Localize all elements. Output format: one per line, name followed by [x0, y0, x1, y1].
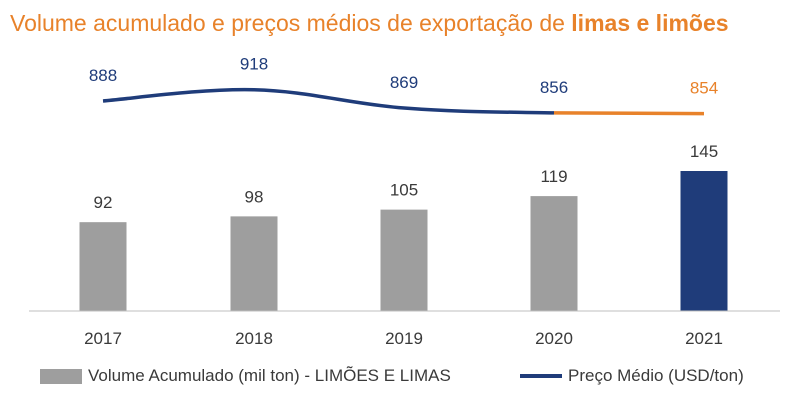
- price-label-2021: 854: [690, 79, 718, 98]
- price-line: [102, 87, 555, 115]
- legend-line: Preço Médio (USD/ton): [520, 366, 744, 386]
- bars-layer: 92 98 105 119 145: [79, 142, 728, 311]
- bar-2018: [230, 216, 278, 311]
- legend-bar-swatch: [40, 368, 82, 384]
- bar-label-2017: 92: [94, 193, 113, 212]
- chart-title: Volume acumulado e preços médios de expo…: [10, 10, 729, 37]
- price-label-2019: 869: [390, 73, 418, 92]
- legend-line-swatch: [520, 374, 562, 378]
- x-tick-2021: 2021: [685, 329, 723, 348]
- legend-line-label: Preço Médio (USD/ton): [568, 366, 744, 385]
- bar-label-2021: 145: [690, 142, 718, 161]
- x-tick-2017: 2017: [84, 329, 122, 348]
- x-tick-2020: 2020: [535, 329, 573, 348]
- legend-bar: Volume Acumulado (mil ton) - LIMÕES E LI…: [40, 366, 451, 386]
- bar-2017: [79, 222, 127, 311]
- bar-label-2019: 105: [390, 181, 418, 200]
- legend-bar-label: Volume Acumulado (mil ton) - LIMÕES E LI…: [88, 366, 451, 385]
- x-tick-2018: 2018: [235, 329, 273, 348]
- price-label-2018: 918: [240, 55, 268, 74]
- ticks-layer: 2017 2018 2019 2020 2021: [84, 329, 723, 348]
- title-bold: limas e limões: [571, 10, 729, 36]
- bar-label-2018: 98: [245, 187, 264, 206]
- title-prefix: Volume acumulado e preços médios de expo…: [10, 10, 565, 36]
- price-label-2017: 888: [89, 66, 117, 85]
- bar-2019: [380, 209, 428, 311]
- bar-label-2020: 119: [540, 167, 567, 186]
- x-tick-2019: 2019: [385, 329, 423, 348]
- price-line-highlight: [553, 111, 705, 116]
- bar-2021: [680, 171, 728, 311]
- bar-2020: [530, 196, 578, 311]
- line-layer: 888 918 869 856 854: [89, 55, 718, 116]
- price-label-2020: 856: [540, 78, 568, 97]
